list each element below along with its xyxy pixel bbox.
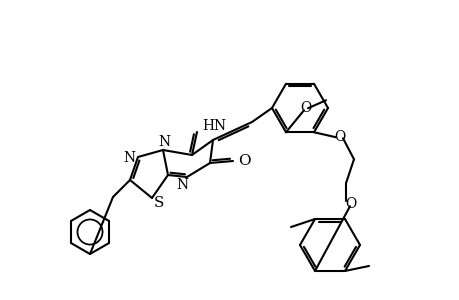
Text: N: N — [157, 135, 170, 149]
Text: O: O — [334, 130, 345, 144]
Text: O: O — [300, 101, 311, 115]
Text: S: S — [153, 196, 164, 210]
Text: N: N — [175, 178, 188, 192]
Text: HN: HN — [202, 119, 226, 133]
Text: N: N — [123, 151, 135, 165]
Text: O: O — [345, 197, 356, 211]
Text: O: O — [237, 154, 250, 168]
